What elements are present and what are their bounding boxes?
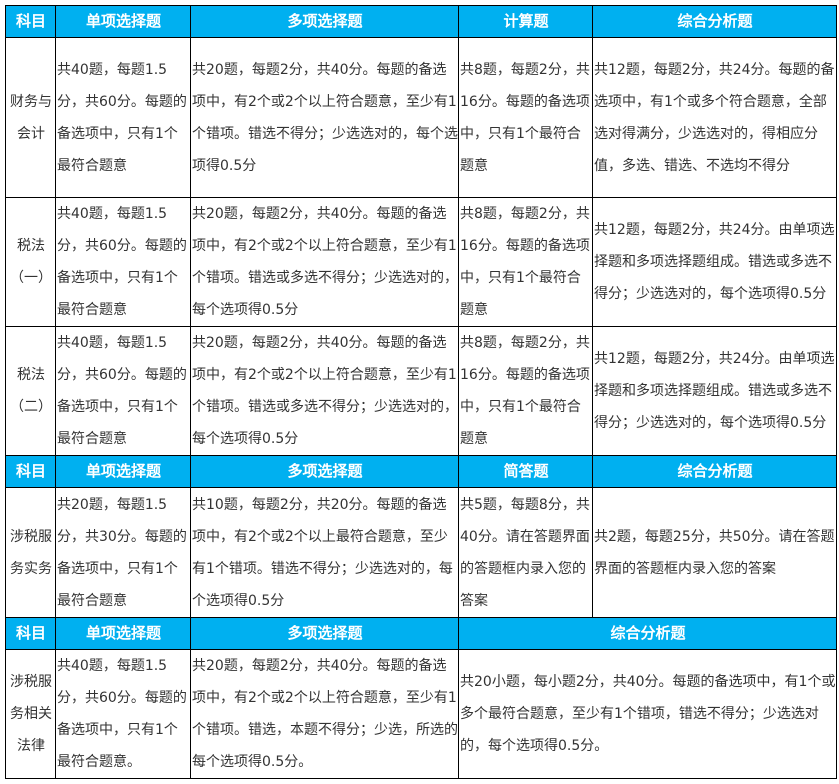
subject-cell: 涉税服务实务 [5,487,56,618]
multi-choice-cell: 共20题，每题2分，共40分。每题的备选项中，有2个或2个以上符合题意，至少有1… [190,649,459,779]
calculation-cell: 共8题，每题2分，共16分。每题的备选项中，只有1个最符合题意 [458,37,593,198]
single-choice-cell: 共40题，每题1.5分，共60分。每题的备选项中，只有1个最符合题意 [55,37,191,198]
multi-choice-cell: 共20题，每题2分，共40分。每题的备选项中，有2个或2个以上符合题意，至少有1… [190,197,459,327]
header-subject: 科目 [5,5,56,38]
header-analysis: 综合分析题 [592,455,837,488]
calculation-cell: 共8题，每题2分，共16分。每题的备选项中，只有1个最符合题意 [458,326,593,456]
header-multi-choice: 多项选择题 [190,455,459,488]
header-analysis: 综合分析题 [592,5,837,38]
header-analysis: 综合分析题 [458,617,837,650]
calculation-cell: 共8题，每题2分，共16分。每题的备选项中，只有1个最符合题意 [458,197,593,327]
single-choice-cell: 共40题，每题1.5分，共60分。每题的备选项中，只有1个最符合题意 [55,326,191,456]
subject-cell: 涉税服务相关法律 [5,649,56,779]
analysis-cell: 共12题，每题2分，共24分。由单项选择题和多项选择题组成。错选或多选不得分；少… [592,197,837,327]
table-row: 涉税服务相关法律 共40题，每题1.5分，共60分。每题的备选项中，只有1个最符… [5,649,837,779]
header-calculation: 计算题 [458,5,593,38]
header-single-choice: 单项选择题 [55,455,191,488]
single-choice-cell: 共40题，每题1.5分，共60分。每题的备选项中，只有1个最符合题意 [55,197,191,327]
subject-cell: 财务与会计 [5,37,56,198]
table-row: 税法（一） 共40题，每题1.5分，共60分。每题的备选项中，只有1个最符合题意… [5,197,837,327]
header-multi-choice: 多项选择题 [190,617,459,650]
header-single-choice: 单项选择题 [55,617,191,650]
header-short-answer: 简答题 [458,455,593,488]
multi-choice-cell: 共10题，每题2分，共20分。每题的备选项中，有2个或2个以上最符合题意，至少有… [190,487,459,618]
single-choice-cell: 共20题，每题1.5分，共30分。每题的备选项中，只有1个最符合题意 [55,487,191,618]
analysis-cell: 共12题，每题2分，共24分。每题的备选项中，有1个或多个符合题意，全部选对得满… [592,37,837,198]
analysis-cell: 共2题，每题25分，共50分。请在答题界面的答题框内录入您的答案 [592,487,837,618]
exam-structure-table: 科目 单项选择题 多项选择题 计算题 综合分析题 财务与会计 共40题，每题1.… [5,5,837,779]
header-row: 科目 单项选择题 多项选择题 计算题 综合分析题 [5,5,837,38]
header-subject: 科目 [5,617,56,650]
subject-cell: 税法（一） [5,197,56,327]
multi-choice-cell: 共20题，每题2分，共40分。每题的备选项中，有2个或2个以上符合题意，至少有1… [190,37,459,198]
table-row: 税法（二） 共40题，每题1.5分，共60分。每题的备选项中，只有1个最符合题意… [5,326,837,456]
subject-cell: 税法（二） [5,326,56,456]
table-row: 涉税服务实务 共20题，每题1.5分，共30分。每题的备选项中，只有1个最符合题… [5,487,837,618]
single-choice-cell: 共40题，每题1.5分，共60分。每题的备选项中，只有1个最符合题意。 [55,649,191,779]
short-answer-cell: 共5题，每题8分，共40分。请在答题界面的答题框内录入您的答案 [458,487,593,618]
header-row: 科目 单项选择题 多项选择题 简答题 综合分析题 [5,455,837,488]
header-multi-choice: 多项选择题 [190,5,459,38]
table-row: 财务与会计 共40题，每题1.5分，共60分。每题的备选项中，只有1个最符合题意… [5,37,837,198]
analysis-cell: 共20小题，每小题2分，共40分。每题的备选项中，有1个或多个最符合题意，至少有… [458,649,837,779]
analysis-cell: 共12题，每题2分，共24分。由单项选择题和多项选择题组成。错选或多选不得分；少… [592,326,837,456]
header-subject: 科目 [5,455,56,488]
multi-choice-cell: 共20题，每题2分，共40分。每题的备选项中，有2个或2个以上符合题意，至少有1… [190,326,459,456]
header-single-choice: 单项选择题 [55,5,191,38]
header-row: 科目 单项选择题 多项选择题 综合分析题 [5,617,837,650]
